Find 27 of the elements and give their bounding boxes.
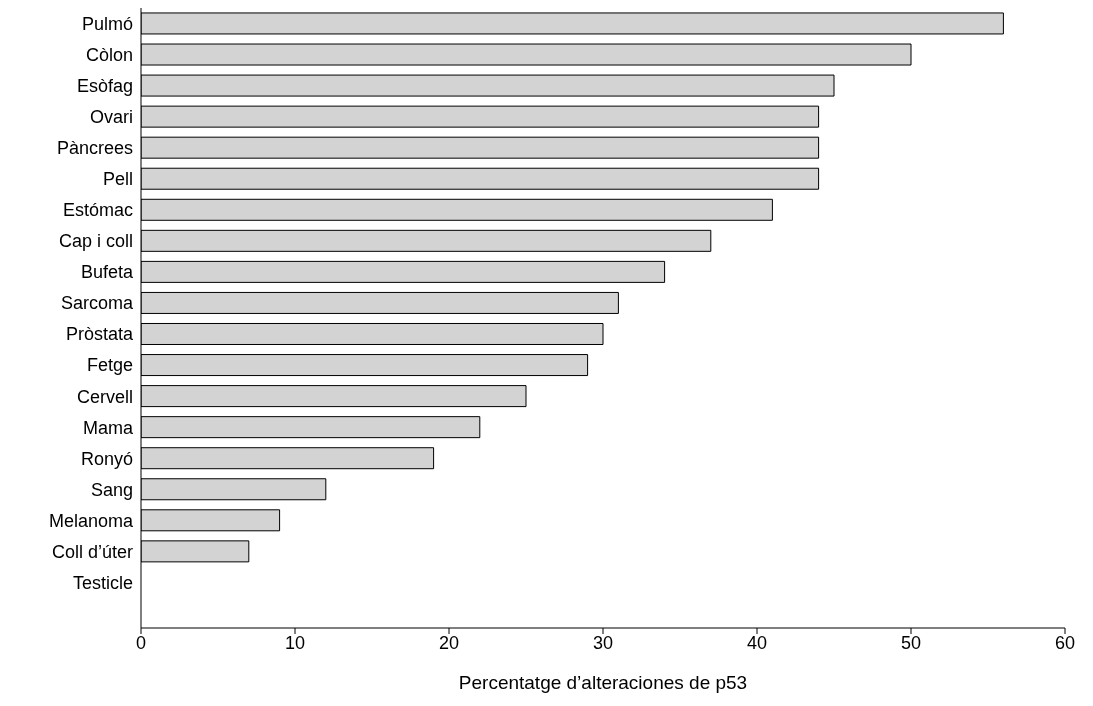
x-tick-label: 10: [284, 632, 306, 653]
x-tick-label: 40: [746, 632, 768, 653]
x-axis-title: Percentatge d’alteraciones de p53: [458, 672, 748, 694]
y-tick-label: Còlon: [85, 44, 133, 65]
y-tick-label: Testicle: [72, 572, 133, 593]
y-tick-label: Ronyó: [80, 448, 133, 469]
y-tick-label: Sang: [90, 479, 133, 500]
y-tick-label: Ovari: [89, 107, 133, 128]
y-tick-label: Bufeta: [80, 262, 134, 283]
y-tick-label: Pell: [102, 169, 133, 190]
x-tick-label: 20: [438, 632, 460, 653]
y-tick-label: Melanoma: [48, 510, 134, 531]
y-tick-label: Fetge: [86, 355, 133, 376]
y-tick-label: Esòfag: [76, 76, 133, 97]
y-tick-label: Sarcoma: [60, 293, 134, 314]
y-tick-label: Cap i coll: [58, 231, 133, 252]
y-tick-label: Pulmó: [81, 13, 133, 34]
x-tick-label: 60: [1054, 632, 1076, 653]
x-tick-label: 0: [135, 632, 147, 653]
y-tick-label: Coll d’úter: [51, 541, 133, 562]
y-tick-label: Pàncrees: [56, 138, 133, 159]
y-tick-label: Pròstata: [65, 324, 134, 345]
x-tick-label: 30: [592, 632, 614, 653]
y-tick-label: Cervell: [76, 386, 133, 407]
y-tick-label: Mama: [82, 417, 134, 438]
y-tick-label: Estómac: [62, 200, 133, 221]
x-tick-label: 50: [900, 632, 922, 653]
